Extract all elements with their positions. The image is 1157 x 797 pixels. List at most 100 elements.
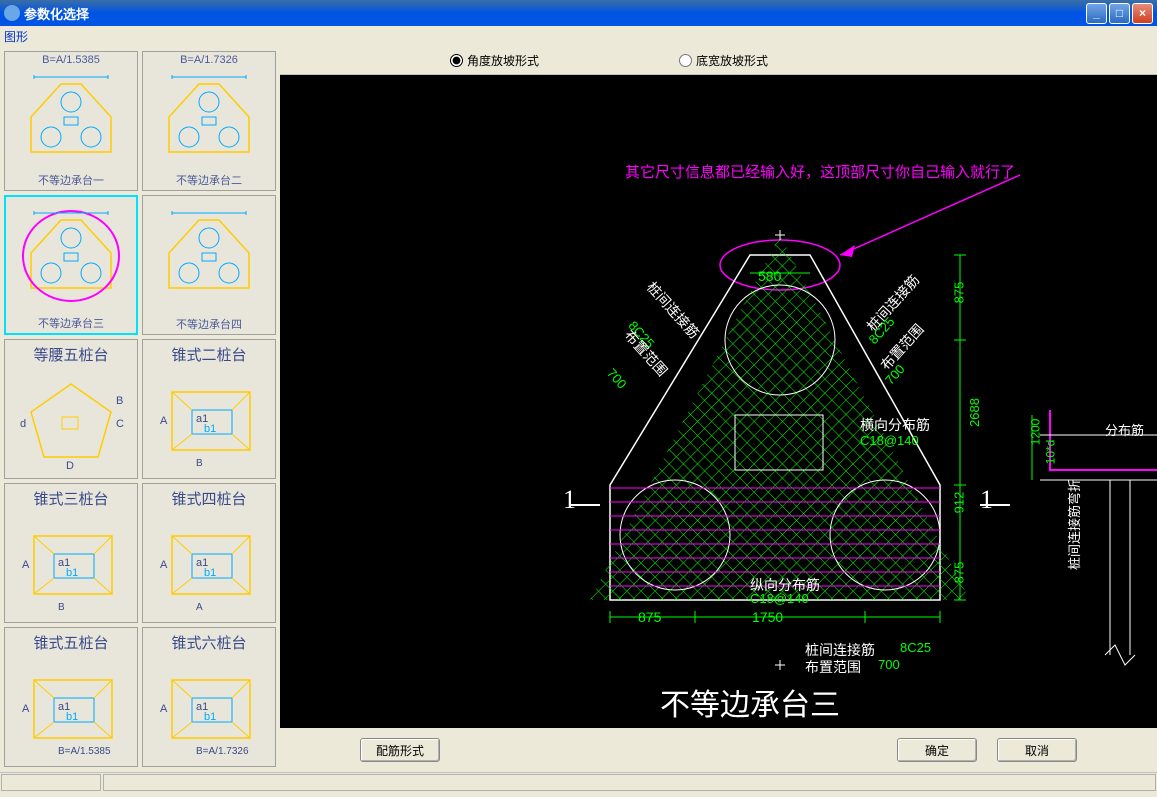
canvas-label: 10*d xyxy=(1043,440,1057,465)
canvas-label: 桩间连接筋弯折 xyxy=(1064,479,1083,570)
window-buttons: _ □ × xyxy=(1086,3,1153,24)
thumb-top-label: B=A/1.5385 xyxy=(5,52,137,68)
canvas-label: C18@140 xyxy=(750,591,809,606)
svg-text:B: B xyxy=(58,602,65,613)
left-panel: B=A/1.5385 不等边承台一B=A/1.7326 不等边承台二 不等边承台… xyxy=(0,47,280,772)
svg-text:b1: b1 xyxy=(204,423,216,435)
radio-bottom-label: 底宽放坡形式 xyxy=(696,52,768,69)
canvas-label: 912 xyxy=(951,492,966,514)
svg-text:D: D xyxy=(66,460,74,472)
window-title: 参数化选择 xyxy=(24,4,1086,23)
canvas-label: 8C25 xyxy=(900,640,931,655)
svg-text:B: B xyxy=(196,458,203,469)
canvas-label: 1750 xyxy=(752,609,783,625)
radio-angle[interactable]: 角度放坡形式 xyxy=(450,52,539,69)
thumbnail-item[interactable]: 不等边承台四 xyxy=(142,195,276,335)
svg-text:A: A xyxy=(196,602,203,613)
thumb-preview: A a1 b1 B=A/1.5385 xyxy=(5,653,137,766)
main-area: B=A/1.5385 不等边承台一B=A/1.7326 不等边承台二 不等边承台… xyxy=(0,47,1157,772)
canvas-label: 1200 xyxy=(1028,419,1042,446)
thumb-title: 锥式三桩台 xyxy=(5,484,137,509)
canvas-label: 875 xyxy=(951,282,966,304)
svg-text:b1: b1 xyxy=(66,711,78,723)
status-cell-1 xyxy=(1,774,101,791)
thumbnail-item[interactable]: 锥式六桩台 A a1 b1 B=A/1.7326 xyxy=(142,627,276,767)
radio-bottom[interactable]: 底宽放坡形式 xyxy=(679,52,768,69)
thumb-preview xyxy=(5,68,137,170)
close-icon: × xyxy=(1139,6,1146,20)
svg-text:B=A/1.7326: B=A/1.7326 xyxy=(196,746,249,757)
canvas-label: 其它尺寸信息都已经输入好，这顶部尺寸你自己输入就行了 xyxy=(625,161,1015,182)
maximize-icon: □ xyxy=(1116,6,1123,20)
svg-text:b1: b1 xyxy=(66,567,78,579)
canvas-label: 700 xyxy=(878,657,900,672)
thumb-preview xyxy=(143,68,275,170)
radio-angle-label: 角度放坡形式 xyxy=(467,52,539,69)
ok-button[interactable]: 确定 xyxy=(897,738,977,762)
thumb-preview xyxy=(143,196,275,314)
thumb-top-label: B=A/1.7326 xyxy=(143,52,275,68)
minimize-button[interactable]: _ xyxy=(1086,3,1107,24)
thumb-preview xyxy=(6,197,136,313)
thumbnail-item[interactable]: 锥式二桩台 A a1 b1 B xyxy=(142,339,276,479)
radio-bottom-input[interactable] xyxy=(679,54,692,67)
thumbnail-scroll[interactable]: B=A/1.5385 不等边承台一B=A/1.7326 不等边承台二 不等边承台… xyxy=(0,47,280,772)
thumbnail-item[interactable]: 等腰五桩台 B C d D xyxy=(4,339,138,479)
thumbnail-item[interactable]: B=A/1.5385 不等边承台一 xyxy=(4,51,138,191)
canvas-label: 580 xyxy=(758,268,781,284)
thumb-preview: B C d D xyxy=(5,365,137,478)
thumb-caption: 不等边承台一 xyxy=(5,170,137,190)
svg-text:C: C xyxy=(116,418,124,430)
canvas-label: C18@140 xyxy=(860,433,919,448)
svg-text:b1: b1 xyxy=(204,567,216,579)
svg-text:A: A xyxy=(160,703,168,715)
status-cell-2 xyxy=(103,774,1156,791)
radio-angle-input[interactable] xyxy=(450,54,463,67)
svg-text:A: A xyxy=(22,703,30,715)
canvas-label: 横向分布筋 xyxy=(860,415,930,435)
svg-text:b1: b1 xyxy=(204,711,216,723)
svg-text:A: A xyxy=(160,559,168,571)
svg-text:A: A xyxy=(160,415,168,427)
svg-text:B=A/1.5385: B=A/1.5385 xyxy=(58,746,111,757)
thumb-preview: A a1 b1 B=A/1.7326 xyxy=(143,653,275,766)
thumb-title: 锥式二桩台 xyxy=(143,340,275,365)
status-bar xyxy=(0,772,1157,792)
thumb-title: 锥式四桩台 xyxy=(143,484,275,509)
canvas-label: 2688 xyxy=(967,398,982,427)
thumb-caption: 不等边承台三 xyxy=(6,313,136,333)
thumb-title: 锥式六桩台 xyxy=(143,628,275,653)
section-label: 图形 xyxy=(0,26,1157,47)
title-bar: 参数化选择 _ □ × xyxy=(0,0,1157,26)
thumbnail-item[interactable]: 锥式四桩台 A a1 b1 A xyxy=(142,483,276,623)
svg-text:A: A xyxy=(22,559,30,571)
canvas-label: 875 xyxy=(638,609,661,625)
thumbnail-item[interactable]: 不等边承台三 xyxy=(4,195,138,335)
thumb-caption: 不等边承台二 xyxy=(143,170,275,190)
canvas-label: 不等边承台三 xyxy=(660,680,840,724)
canvas-label: 分布筋 xyxy=(1105,420,1144,439)
thumb-preview: A a1 b1 B xyxy=(143,365,275,478)
canvas-label: 布置范围 xyxy=(805,657,861,677)
close-button[interactable]: × xyxy=(1132,3,1153,24)
canvas-label: 1 xyxy=(980,485,993,515)
maximize-button[interactable]: □ xyxy=(1109,3,1130,24)
thumbnail-item[interactable]: B=A/1.7326 不等边承台二 xyxy=(142,51,276,191)
thumb-preview: A a1 b1 A xyxy=(143,509,275,622)
bottom-bar: 配筋形式 确定 取消 xyxy=(280,728,1157,772)
radio-bar: 角度放坡形式 底宽放坡形式 xyxy=(280,47,1157,75)
thumb-title: 锥式五桩台 xyxy=(5,628,137,653)
thumbnail-item[interactable]: 锥式五桩台 A a1 b1 B=A/1.5385 xyxy=(4,627,138,767)
thumb-preview: A a1 b1 B xyxy=(5,509,137,622)
canvas-label: 1 xyxy=(563,485,576,515)
thumb-title: 等腰五桩台 xyxy=(5,340,137,365)
svg-text:d: d xyxy=(20,418,26,430)
app-icon xyxy=(4,5,20,21)
right-panel: 角度放坡形式 底宽放坡形式 xyxy=(280,47,1157,772)
thumb-caption: 不等边承台四 xyxy=(143,314,275,334)
cancel-button[interactable]: 取消 xyxy=(997,738,1077,762)
thumbnail-item[interactable]: 锥式三桩台 A a1 b1 B xyxy=(4,483,138,623)
canvas-area[interactable]: 其它尺寸信息都已经输入好，这顶部尺寸你自己输入就行了580桩间连接筋8C25布置… xyxy=(280,75,1157,728)
rebar-form-button[interactable]: 配筋形式 xyxy=(360,738,440,762)
canvas-label: 875 xyxy=(951,562,966,584)
